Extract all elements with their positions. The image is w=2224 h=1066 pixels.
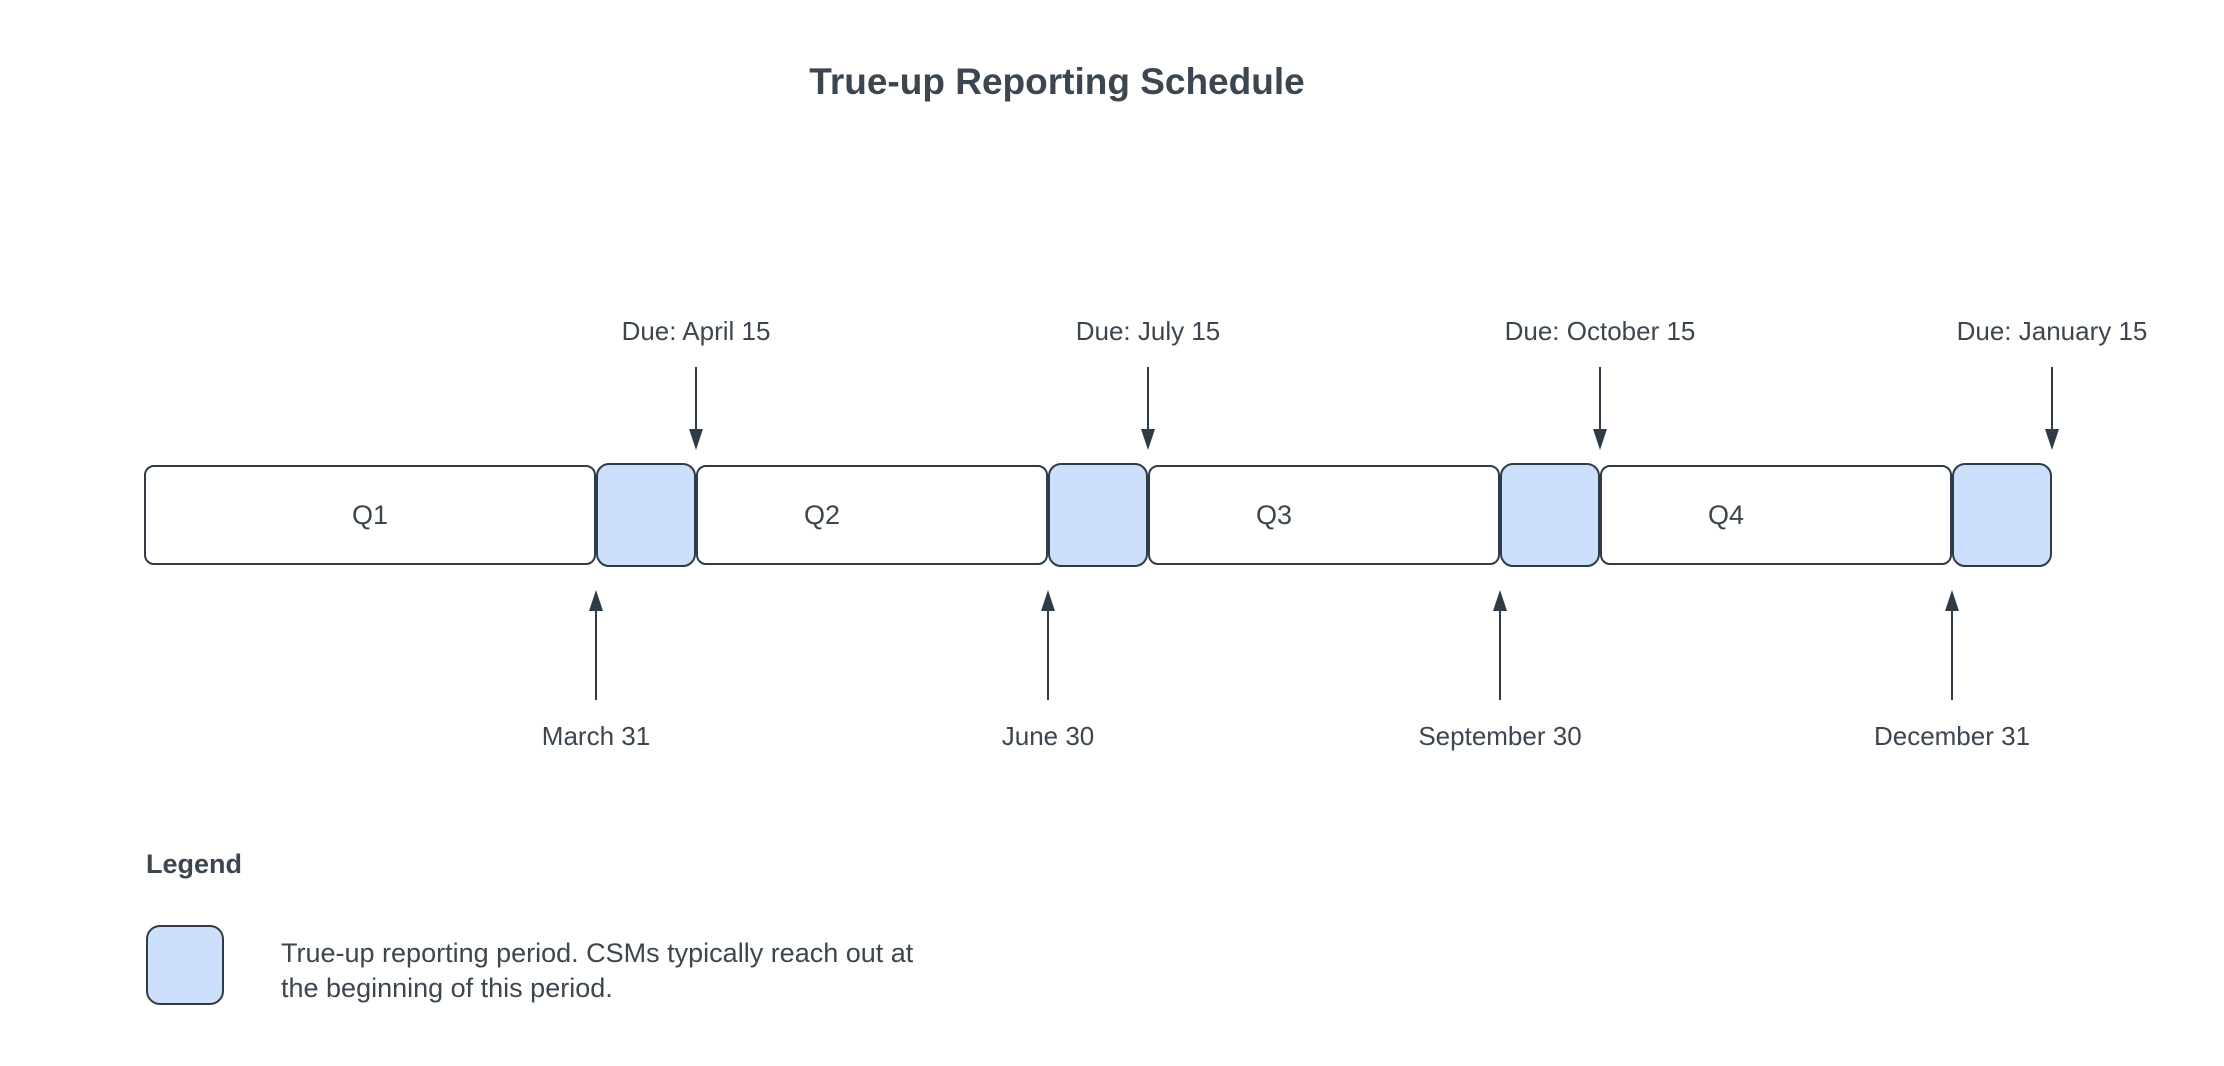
due-label-q3: Due: October 15 [1504,316,1696,346]
quarter-end-label-q3: September 30 [1418,721,1582,751]
legend-heading: Legend [146,849,243,879]
arrow-shaft [1951,608,1953,700]
arrow-head [2045,429,2059,450]
arrow-head [689,429,703,450]
quarter-label-q4: Q4 [1707,500,1745,530]
arrow-head [1041,590,1055,611]
arrow-shaft [1499,608,1501,700]
arrow-head [1493,590,1507,611]
page-title: True-up Reporting Schedule [809,61,1305,102]
arrow-shaft [595,608,597,700]
quarter-end-label-q4: December 31 [1873,721,2031,751]
quarter-label-q1: Q1 [351,500,389,530]
arrow-shaft [1599,367,1601,431]
arrow-shaft [695,367,697,431]
due-label-q1: Due: April 15 [621,316,771,346]
due-label-q4: Due: January 15 [1956,316,2148,346]
arrow-shaft [1147,367,1149,431]
quarter-box-q3 [1148,465,1500,565]
arrow-head [1945,590,1959,611]
arrow-shaft [1047,608,1049,700]
quarter-label-q3: Q3 [1255,500,1293,530]
arrow-shaft [2051,367,2053,431]
legend-text: True-up reporting period. CSMs typically… [281,936,913,1006]
due-label-q2: Due: July 15 [1075,316,1221,346]
arrow-head [589,590,603,611]
quarter-end-label-q2: June 30 [1001,721,1095,751]
trueup-period-box-q4 [1952,463,2052,567]
quarter-end-label-q1: March 31 [541,721,651,751]
trueup-period-box-q2 [1048,463,1148,567]
trueup-period-box-q3 [1500,463,1600,567]
quarter-label-q2: Q2 [803,500,841,530]
legend-text-line1: True-up reporting period. CSMs typically… [281,938,914,968]
trueup-period-box-q1 [596,463,696,567]
arrow-head [1593,429,1607,450]
legend-trueup-swatch [146,925,224,1005]
arrow-head [1141,429,1155,450]
legend-text-line2: the beginning of this period. [281,973,613,1003]
quarter-box-q2 [696,465,1048,565]
quarter-box-q4 [1600,465,1952,565]
quarter-box-q1 [144,465,596,565]
